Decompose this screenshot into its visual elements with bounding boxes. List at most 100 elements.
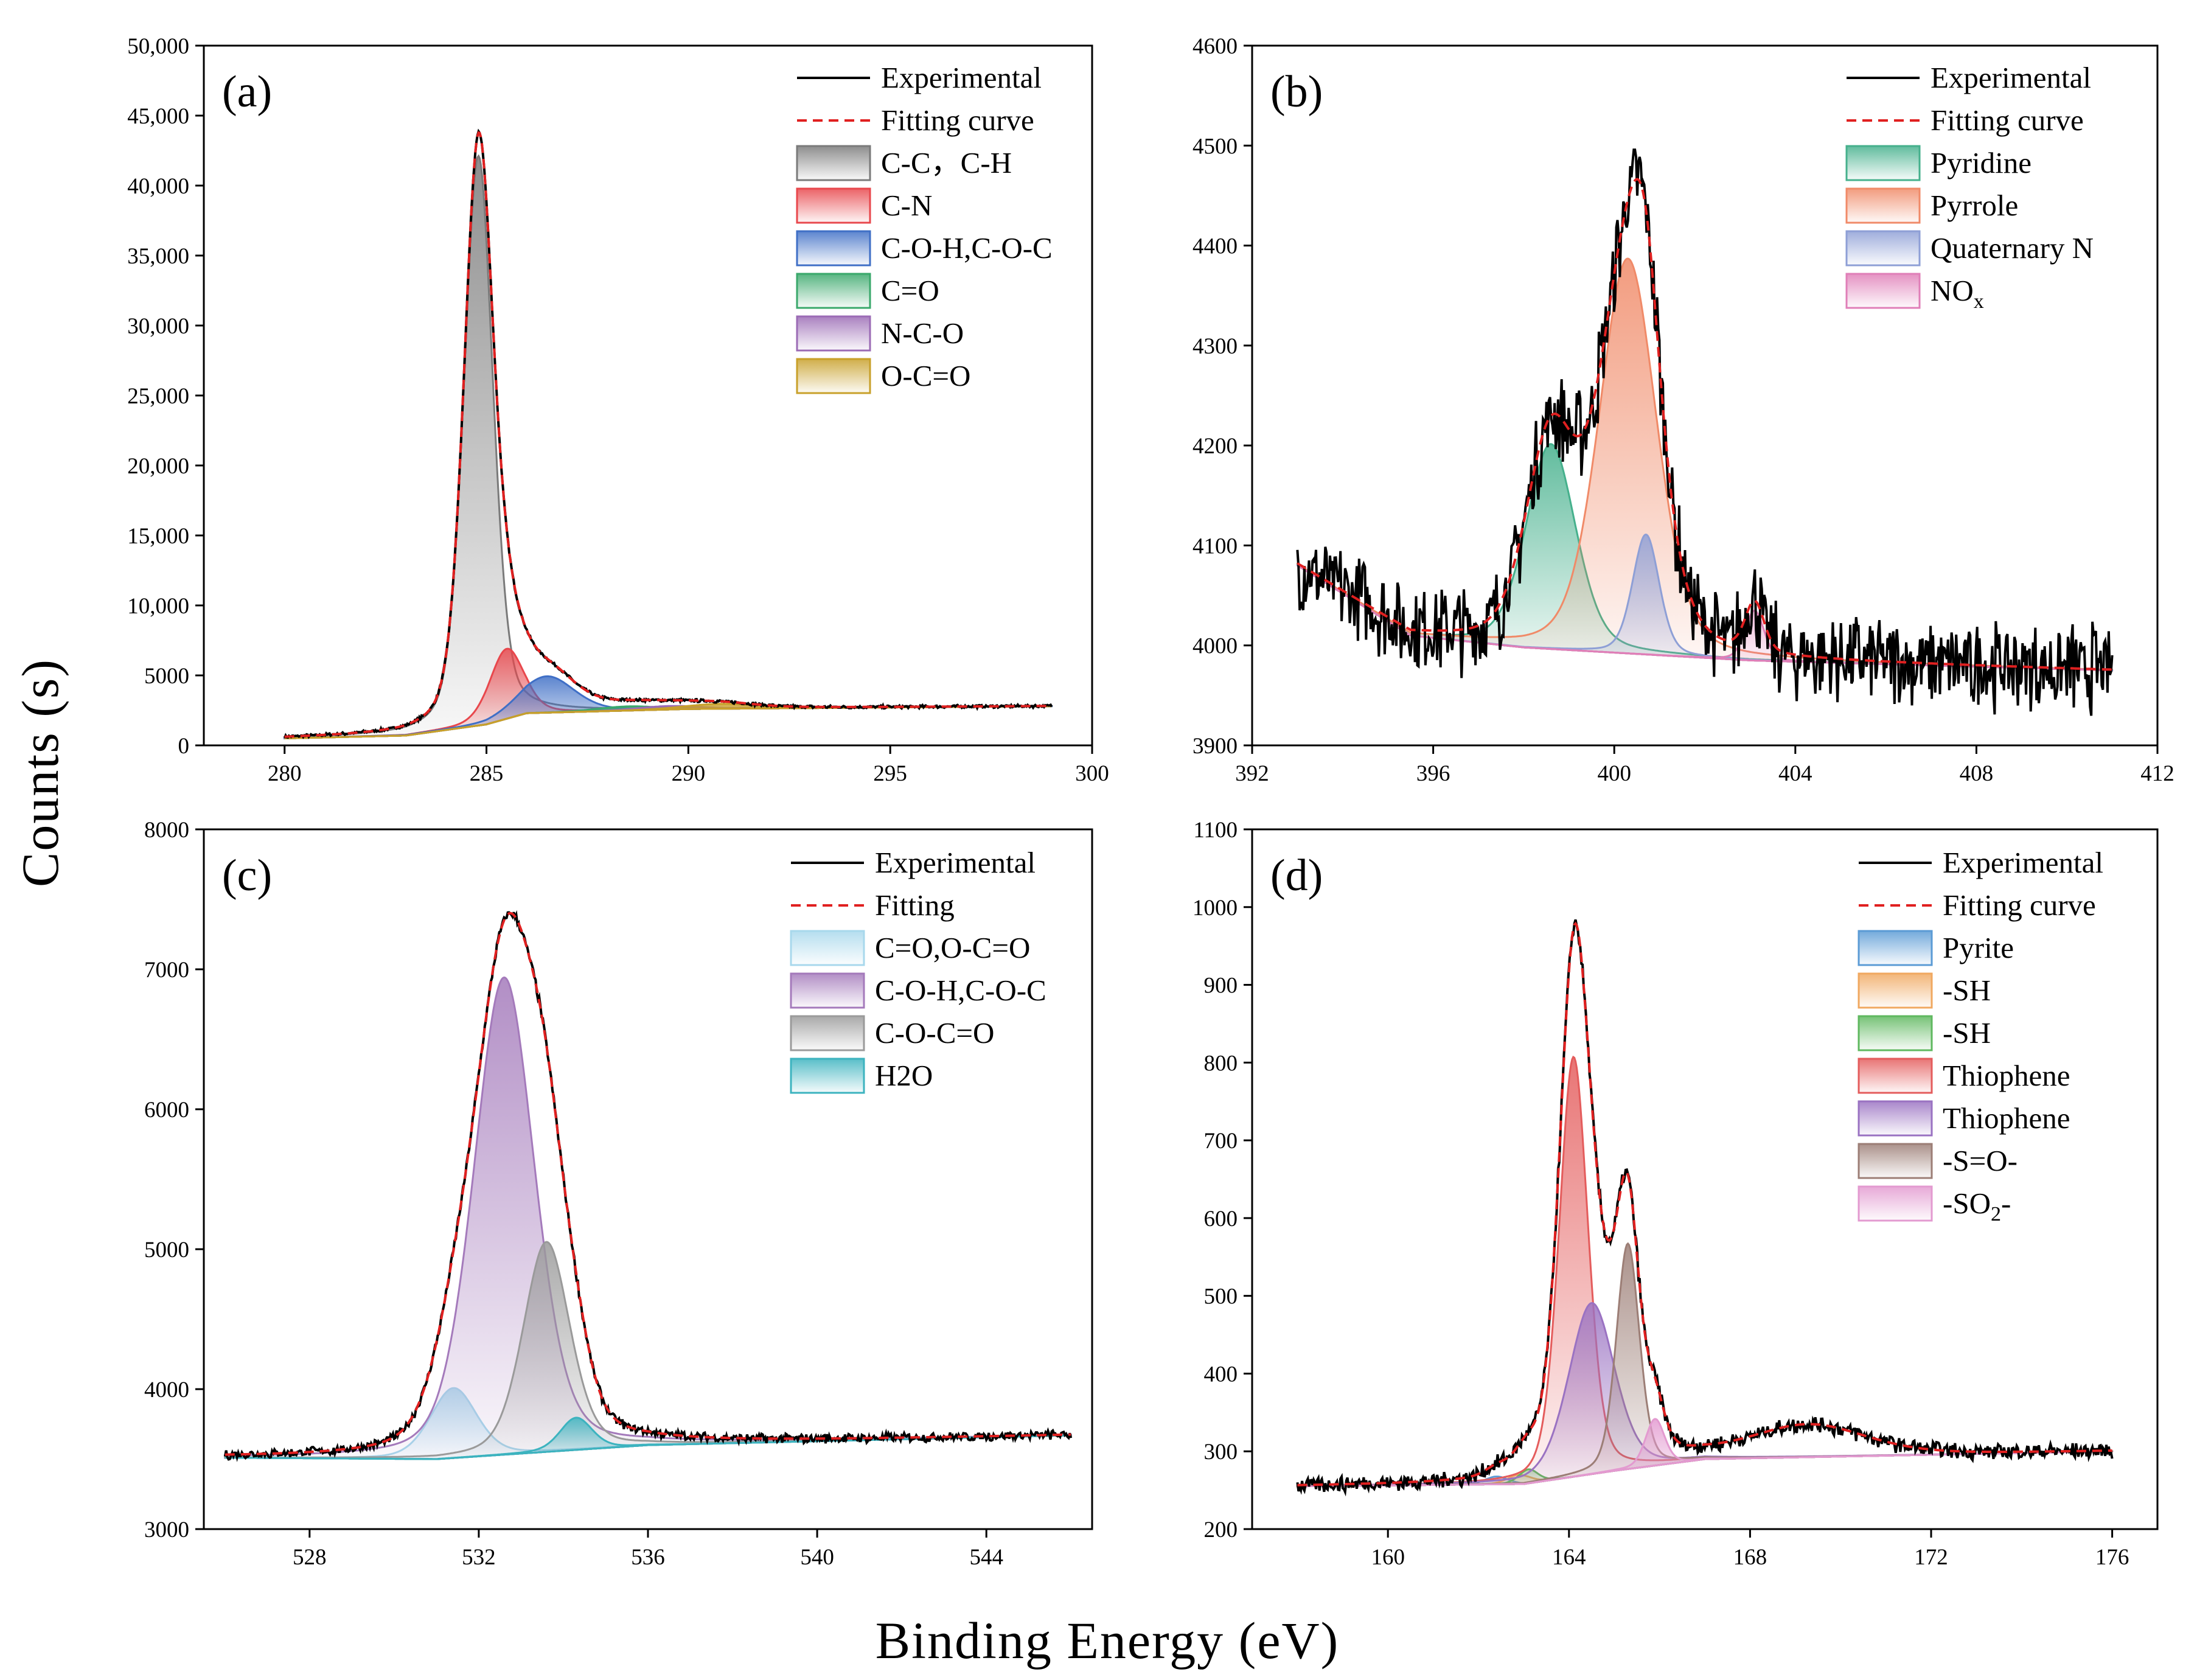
y-tick-label: 50,000 [127, 34, 189, 59]
panel-label: (a) [222, 67, 272, 117]
y-tick-label: 700 [1204, 1129, 1238, 1154]
legend-swatch [790, 1015, 865, 1051]
y-tick-label: 4500 [1193, 134, 1238, 159]
legend: Experimental Fitting C=O,O-C=O C-O-H,C-O-C C… [790, 846, 1046, 1094]
legend-label: C-O-H,C-O-C [875, 974, 1046, 1007]
plot-area [1296, 919, 2114, 1497]
legend-swatch [1858, 930, 1933, 966]
legend-label: H2O [875, 1059, 933, 1092]
legend-swatch [1858, 1185, 1933, 1222]
legend-swatch [790, 1058, 865, 1094]
x-tick-label: 412 [2140, 761, 2174, 786]
x-tick-label: 532 [462, 1545, 496, 1570]
y-tick-label: 4000 [144, 1378, 189, 1403]
legend-label: Fitting [875, 888, 955, 922]
legend: Experimental Fitting curve C-C，C-H C-N C-O-H… [796, 61, 1053, 394]
y-tick-label: 3000 [144, 1518, 189, 1542]
panel-c: 528 532 536 540 544 3000 4000 5000 6000 7000 8000 (… [144, 818, 1093, 1570]
y-tick-label: 7000 [144, 958, 189, 983]
legend-label: Fitting curve [881, 103, 1034, 137]
fitting-curve [284, 131, 1052, 738]
background-line [1297, 1450, 2112, 1488]
y-tick-label: 4100 [1193, 534, 1238, 559]
legend-label: -SH [1943, 1016, 1991, 1050]
y-tick-label: 600 [1204, 1207, 1238, 1232]
x-tick-label: 164 [1552, 1545, 1586, 1570]
x-tick-label: 168 [1733, 1545, 1767, 1570]
legend-swatch [796, 230, 871, 267]
x-tick-label: 392 [1235, 761, 1269, 786]
y-tick-label: 900 [1204, 974, 1238, 999]
plot-area [1296, 148, 2114, 716]
legend-label: -SH [1943, 974, 1991, 1007]
y-tick-label: 30,000 [127, 314, 189, 339]
legend-label: Experimental [881, 61, 1042, 94]
y-tick-label: 500 [1204, 1284, 1238, 1309]
experimental-line [223, 910, 1073, 1462]
x-tick-label: 396 [1416, 761, 1450, 786]
x-tick-label: 172 [1914, 1545, 1948, 1570]
legend-label: NOx [1931, 274, 1984, 313]
legend-label: Fitting curve [1943, 888, 2096, 922]
legend-label: C-O-C=O [875, 1016, 994, 1050]
legend-label: C=O,O-C=O [875, 931, 1030, 964]
legend-swatch [796, 315, 871, 352]
legend-label: C=O [881, 274, 939, 307]
legend-label: -SO2- [1943, 1187, 2011, 1225]
legend-label: Experimental [1943, 846, 2103, 879]
plot-area [223, 910, 1073, 1462]
x-tick-label: 536 [631, 1545, 665, 1570]
legend-label: C-N [881, 189, 932, 222]
legend-label: O-C=O [881, 359, 970, 392]
legend-label: Pyrrole [1931, 189, 2018, 222]
legend-label: -S=O- [1943, 1144, 2018, 1177]
legend-label: N-C-O [881, 316, 964, 350]
legend-swatch [796, 187, 871, 224]
fitting-curve [1297, 178, 2112, 671]
y-tick-label: 5000 [144, 664, 189, 689]
y-axis-title: Counts (s) [11, 658, 69, 887]
legend-label: C-C，C-H [881, 146, 1012, 180]
legend-swatch [790, 972, 865, 1009]
legend-label: Thiophene [1943, 1059, 2070, 1092]
x-tick-label: 544 [969, 1545, 1003, 1570]
x-axis-title: Binding Energy (eV) [876, 1611, 1340, 1670]
component-peak [224, 976, 1072, 1460]
x-tick-label: 408 [1960, 761, 1994, 786]
y-tick-label: 4600 [1193, 34, 1238, 59]
legend-label: Thiophene [1943, 1101, 2070, 1135]
y-tick-label: 6000 [144, 1098, 189, 1123]
legend-swatch [1858, 972, 1933, 1009]
y-tick-label: 400 [1204, 1362, 1238, 1387]
x-tick-label: 295 [873, 761, 907, 786]
experimental-line [1296, 919, 2114, 1497]
y-tick-label: 5000 [144, 1238, 189, 1263]
x-tick-label: 176 [2095, 1545, 2129, 1570]
plot-frame [1251, 828, 2159, 1530]
panel-label: (b) [1270, 67, 1323, 117]
panel-label: (d) [1270, 851, 1323, 901]
legend: Experimental Fitting curve Pyrite -SH -SH Thi… [1858, 846, 2103, 1225]
y-tick-label: 25,000 [127, 384, 189, 409]
x-tick-label: 528 [293, 1545, 327, 1570]
fitting-curve [225, 911, 1071, 1456]
y-tick-label: 200 [1204, 1518, 1238, 1542]
y-tick-label: 4000 [1193, 634, 1238, 659]
experimental-line [283, 128, 1053, 739]
fitting-curve [1297, 921, 2112, 1487]
y-tick-label: 15,000 [127, 524, 189, 549]
y-tick-label: 40,000 [127, 174, 189, 199]
y-tick-label: 20,000 [127, 454, 189, 479]
x-tick-label: 540 [800, 1545, 834, 1570]
y-tick-label: 35,000 [127, 244, 189, 269]
y-tick-label: 800 [1204, 1051, 1238, 1076]
x-tick-label: 280 [268, 761, 302, 786]
panel-a: 280 285 290 295 300 0 5000 10,000 15,000 20,000 25… [127, 34, 1109, 786]
y-tick-label: 300 [1204, 1440, 1238, 1465]
panel-d: 160 164 168 172 176 200 300 400 500 600 700 800 900 1… [1193, 818, 2159, 1570]
experimental-line [1296, 148, 2114, 716]
panel-label: (c) [222, 851, 272, 901]
x-tick-label: 400 [1597, 761, 1631, 786]
legend-label: C-O-H,C-O-C [881, 231, 1053, 265]
